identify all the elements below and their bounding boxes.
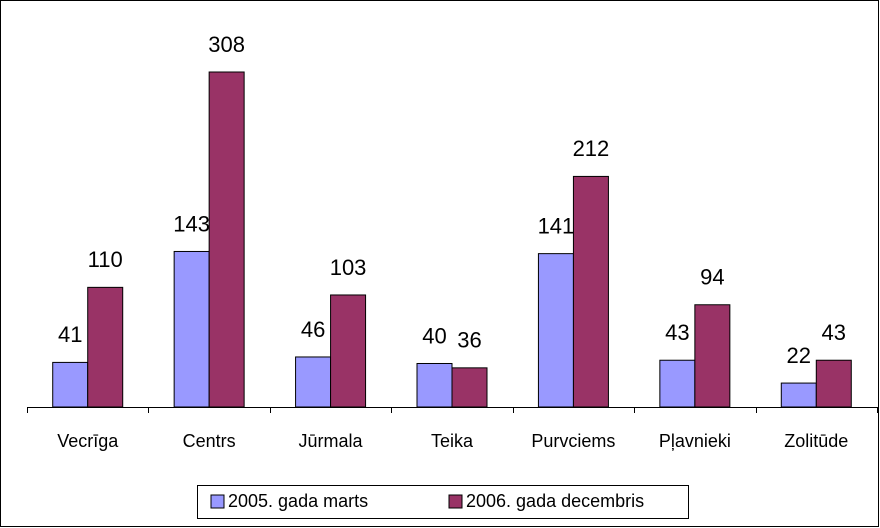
- data-label: 36: [457, 328, 481, 353]
- x-tick-label: Purvciems: [531, 431, 615, 451]
- legend-label: 2006. gada decembris: [466, 491, 644, 511]
- bar: [87, 286, 124, 408]
- data-label: 43: [822, 320, 846, 345]
- legend: [197, 485, 689, 519]
- bar: [572, 175, 609, 408]
- data-label: 103: [330, 255, 367, 280]
- bar: [537, 253, 574, 408]
- x-tick-label: Pļavnieki: [659, 431, 731, 451]
- legend-label: 2005. gada marts: [228, 491, 368, 511]
- x-tick-label: Jūrmala: [299, 431, 364, 451]
- data-label: 141: [538, 213, 575, 238]
- x-tick-label: Zolitūde: [784, 431, 848, 451]
- data-label: 41: [58, 322, 82, 347]
- bar: [451, 367, 488, 408]
- data-label: 308: [208, 32, 245, 57]
- bar: [330, 294, 367, 408]
- data-label: 110: [88, 247, 123, 272]
- bar: [659, 359, 696, 408]
- bar: [694, 304, 731, 408]
- bar: [295, 356, 332, 408]
- data-label: 40: [422, 323, 446, 348]
- data-label: 43: [665, 320, 689, 345]
- x-tick-label: Centrs: [183, 431, 236, 451]
- bar: [416, 362, 453, 408]
- bar: [780, 382, 817, 408]
- legend-swatch: [448, 494, 463, 509]
- bar: [815, 359, 852, 408]
- data-label: 94: [700, 265, 724, 290]
- bar: [208, 71, 245, 408]
- data-label: 143: [173, 211, 210, 236]
- x-tick-label: Vecrīga: [57, 431, 119, 451]
- data-label: 212: [573, 136, 610, 161]
- data-label: 22: [787, 343, 811, 368]
- bar: [52, 361, 89, 408]
- legend-swatch: [210, 494, 225, 509]
- x-tick-label: Teika: [431, 431, 474, 451]
- data-label: 46: [301, 317, 325, 342]
- bar: [173, 250, 210, 408]
